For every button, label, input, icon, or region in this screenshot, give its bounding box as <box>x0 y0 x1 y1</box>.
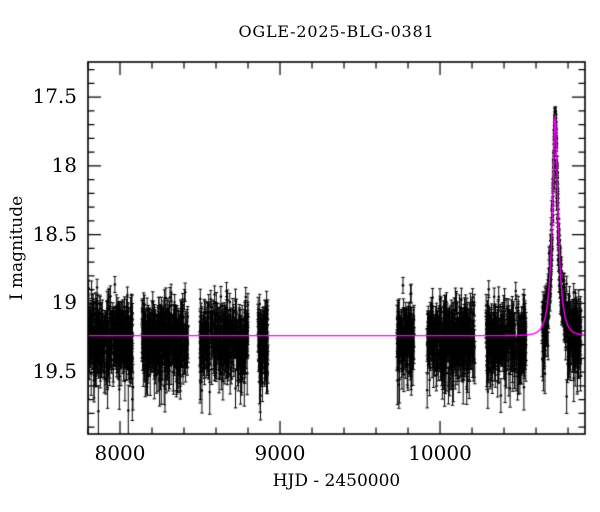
y-axis-label: I magnitude <box>7 195 27 301</box>
y-tick-label: 18 <box>51 152 77 177</box>
x-tick-label: 10000 <box>408 441 472 465</box>
x-axis-label: HJD - 2450000 <box>272 471 401 491</box>
y-tick-label: 19.5 <box>32 359 77 384</box>
x-tick-label: 9000 <box>254 441 306 465</box>
y-tick-label: 17.5 <box>32 84 77 109</box>
y-tick-label: 19 <box>51 290 77 315</box>
y-tick-label: 18.5 <box>32 221 77 246</box>
chart-title: OGLE-2025-BLG-0381 <box>238 22 435 41</box>
x-tick-label: 8000 <box>94 441 146 465</box>
